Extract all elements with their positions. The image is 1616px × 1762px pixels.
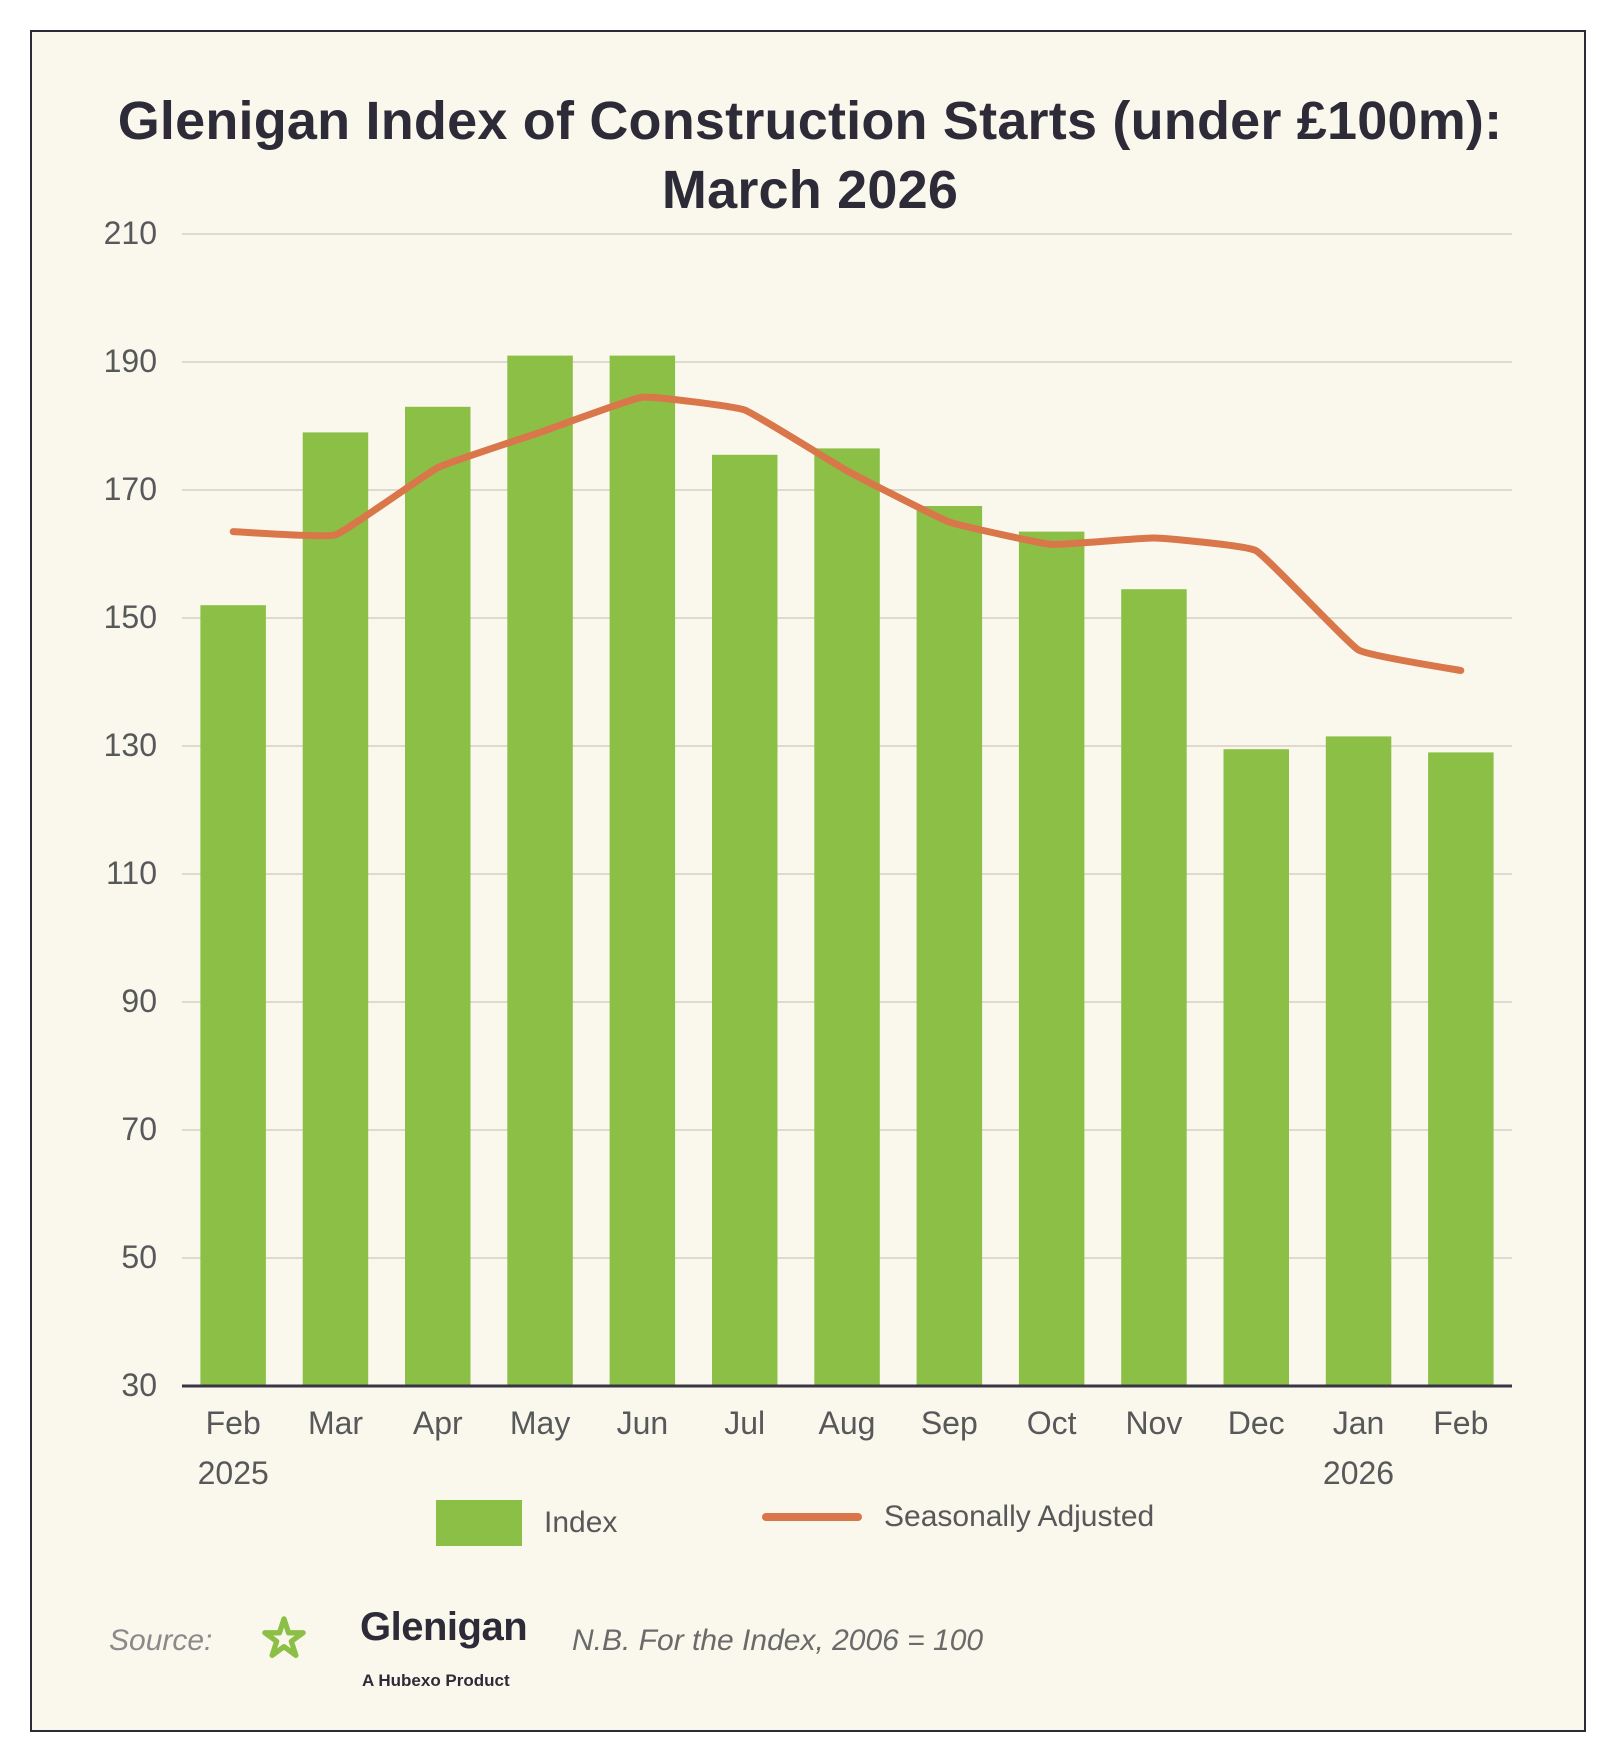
svg-text:150: 150 (104, 599, 157, 635)
svg-text:Nov: Nov (1125, 1405, 1182, 1441)
svg-text:110: 110 (106, 855, 157, 891)
svg-text:Jan: Jan (1333, 1405, 1385, 1441)
svg-text:Apr: Apr (413, 1405, 463, 1441)
svg-text:50: 50 (121, 1239, 157, 1275)
svg-text:2025: 2025 (198, 1455, 269, 1491)
svg-text:Jul: Jul (724, 1405, 765, 1441)
svg-text:190: 190 (104, 343, 157, 379)
svg-text:Jun: Jun (617, 1405, 669, 1441)
svg-text:Aug: Aug (819, 1405, 876, 1441)
svg-text:2026: 2026 (1323, 1455, 1394, 1491)
svg-text:Mar: Mar (308, 1405, 363, 1441)
svg-text:Dec: Dec (1228, 1405, 1285, 1441)
svg-text:130: 130 (104, 727, 157, 763)
svg-text:Feb: Feb (206, 1405, 261, 1441)
svg-text:Oct: Oct (1027, 1405, 1077, 1441)
svg-text:90: 90 (121, 983, 157, 1019)
svg-text:Sep: Sep (921, 1405, 978, 1441)
svg-text:30: 30 (121, 1367, 157, 1403)
svg-text:Feb: Feb (1433, 1405, 1488, 1441)
svg-text:170: 170 (104, 471, 157, 507)
svg-text:May: May (510, 1405, 570, 1441)
svg-text:210: 210 (104, 215, 157, 251)
svg-text:70: 70 (121, 1111, 157, 1147)
